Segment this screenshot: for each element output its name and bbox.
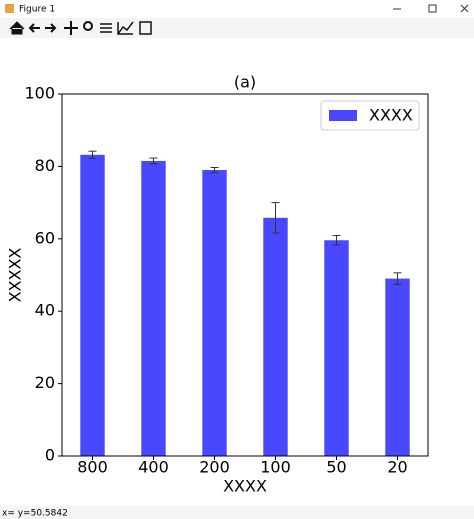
bar: [202, 170, 227, 456]
home-button[interactable]: [9, 21, 25, 35]
x-tick-label: 50: [326, 458, 346, 477]
x-tick-label: 200: [199, 458, 230, 477]
legend-label: XXXX: [369, 106, 413, 125]
x-tick-label: 400: [138, 458, 169, 477]
window-title: Figure 1: [19, 5, 55, 15]
legend-box: [320, 100, 420, 131]
close-button[interactable]: [460, 4, 469, 13]
y-tick-label: 40: [35, 301, 55, 320]
x-axis-label: XXXX: [223, 477, 267, 496]
bar: [80, 154, 105, 457]
title-bar: [0, 0, 474, 18]
x-tick-label: 800: [77, 458, 108, 477]
x-tick-label: 100: [260, 458, 291, 477]
axes-frame: [61, 93, 429, 457]
save-button[interactable]: [139, 21, 152, 35]
y-tick-label: 100: [24, 84, 55, 103]
configure-button[interactable]: [100, 23, 112, 33]
app-icon: [5, 4, 14, 13]
y-axis-label: XXXXX: [6, 248, 25, 303]
status-bar: [0, 506, 474, 519]
y-tick-label: 20: [35, 373, 55, 392]
bar: [141, 160, 166, 456]
legend-swatch: [329, 110, 357, 121]
bar: [324, 240, 349, 456]
maximize-button[interactable]: [428, 4, 437, 13]
pan-button[interactable]: [64, 21, 78, 35]
bar: [385, 278, 410, 456]
x-tick-label: 20: [387, 458, 407, 477]
status-text: x= y=50.5842: [2, 509, 68, 519]
back-button[interactable]: [28, 23, 40, 33]
bar: [263, 217, 288, 456]
y-tick-label: 80: [35, 156, 55, 175]
zoom-button[interactable]: [83, 21, 93, 31]
forward-button[interactable]: [45, 23, 57, 33]
chart-title: (a): [234, 73, 256, 92]
y-tick-label: 0: [45, 446, 55, 465]
edit-button[interactable]: [117, 21, 134, 35]
y-tick-label: 60: [35, 228, 55, 247]
